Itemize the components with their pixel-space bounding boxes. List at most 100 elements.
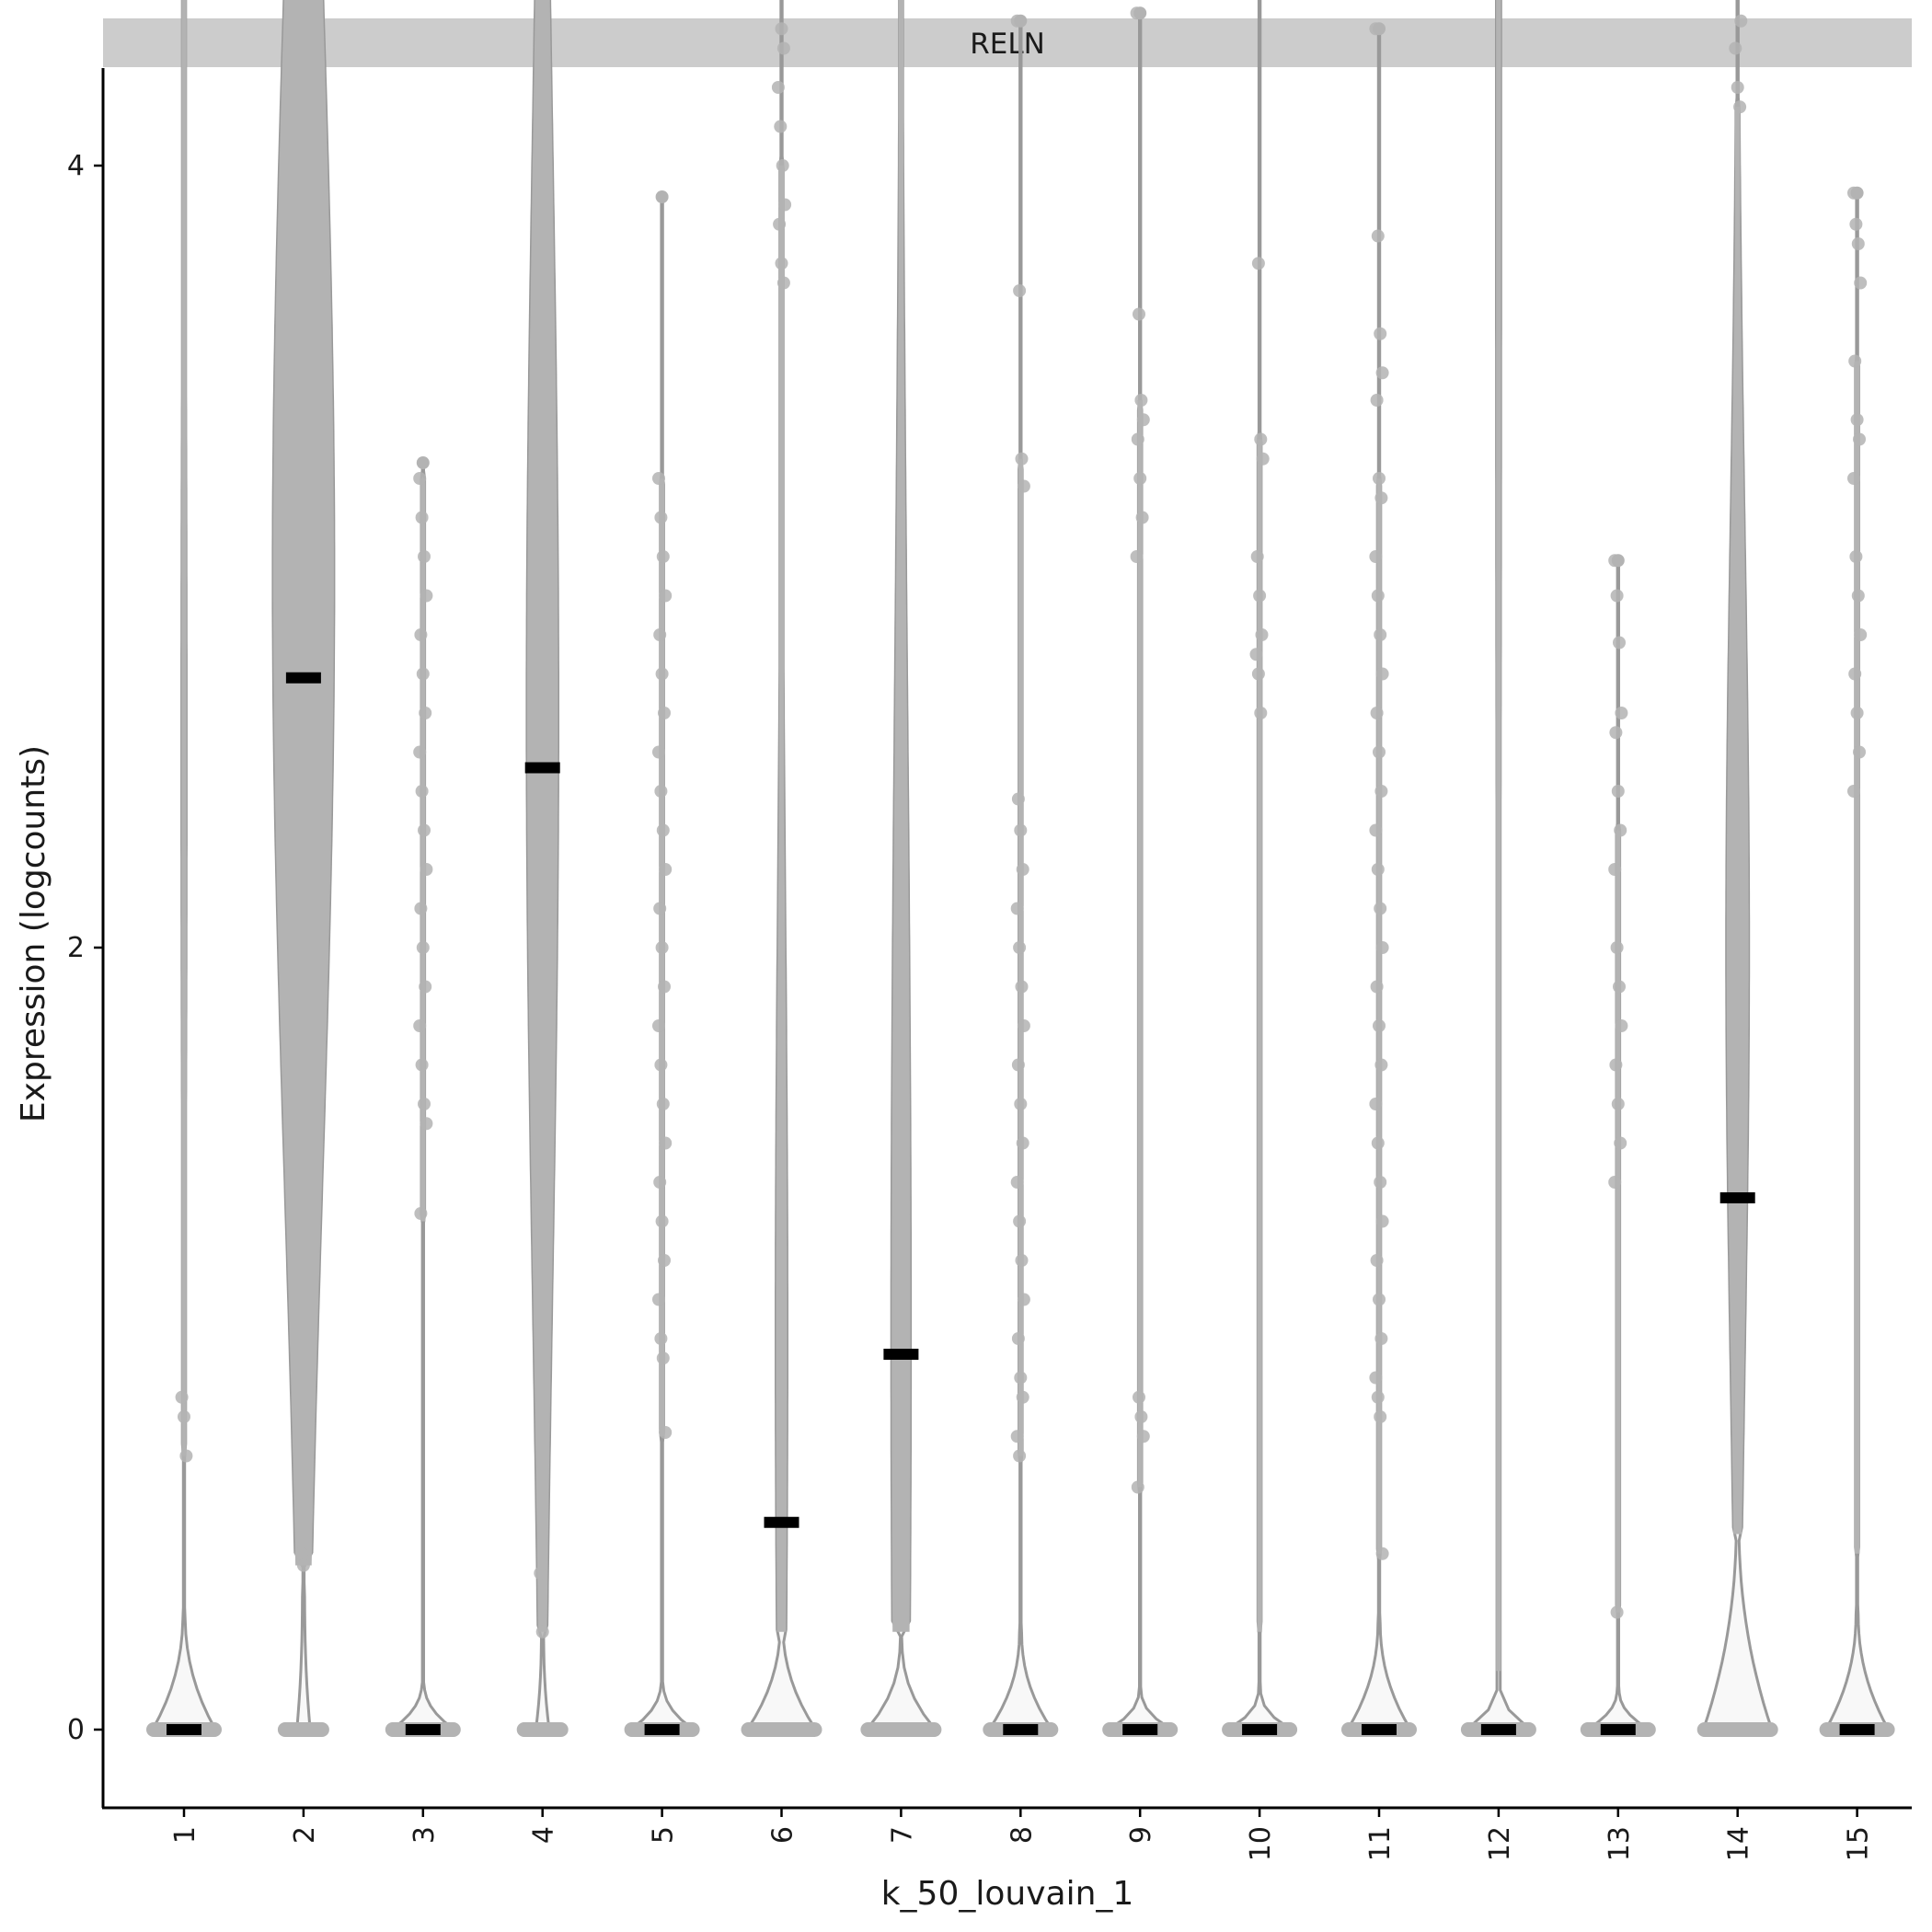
median-bar xyxy=(1242,1724,1278,1735)
data-point xyxy=(776,41,790,55)
data-point xyxy=(413,472,427,485)
max-point xyxy=(1014,14,1028,28)
data-point xyxy=(418,823,431,837)
data-point xyxy=(420,589,433,603)
data-point xyxy=(653,902,667,915)
data-point xyxy=(178,1410,190,1423)
data-point xyxy=(1370,394,1384,407)
violin-body xyxy=(1854,361,1860,1554)
data-point xyxy=(1131,1480,1144,1494)
data-point xyxy=(1373,1293,1386,1306)
data-point xyxy=(1011,1332,1025,1345)
data-point xyxy=(656,1098,670,1110)
data-point xyxy=(415,511,429,524)
data-point xyxy=(1017,1293,1030,1306)
data-point xyxy=(1254,707,1268,719)
data-point xyxy=(1371,1136,1385,1150)
data-point xyxy=(413,1019,427,1032)
data-point xyxy=(1854,628,1868,641)
data-point xyxy=(655,667,669,681)
data-point xyxy=(1013,1449,1027,1463)
violin-body xyxy=(659,478,665,1437)
data-point xyxy=(413,745,427,759)
data-point xyxy=(1136,1430,1150,1443)
x-tick-label: 2 xyxy=(289,1826,321,1844)
data-point xyxy=(1249,648,1263,661)
data-point xyxy=(1014,1098,1028,1110)
violin-group-10 xyxy=(1222,0,1298,1737)
data-point xyxy=(1611,1098,1625,1110)
x-tick-label: 6 xyxy=(767,1826,799,1844)
data-point xyxy=(1370,980,1384,994)
data-point xyxy=(1374,628,1387,641)
x-tick-label: 14 xyxy=(1723,1826,1755,1861)
x-tick-label: 7 xyxy=(886,1826,918,1844)
violin-body xyxy=(776,166,788,1632)
data-point xyxy=(1255,628,1269,641)
data-point xyxy=(1613,636,1626,650)
data-point xyxy=(1369,1098,1383,1110)
x-tick-label: 4 xyxy=(528,1826,560,1844)
data-point xyxy=(179,1449,193,1463)
median-bar xyxy=(167,1724,201,1735)
data-point xyxy=(1251,257,1265,270)
data-point xyxy=(1847,472,1860,485)
max-point xyxy=(416,456,430,469)
data-point xyxy=(1373,472,1386,485)
violin-group-6 xyxy=(741,0,822,1737)
violin-body xyxy=(1257,439,1262,1632)
data-point xyxy=(776,159,789,172)
data-point xyxy=(1016,863,1029,876)
data-point xyxy=(1254,432,1268,446)
data-point xyxy=(1850,707,1864,719)
data-point xyxy=(1014,823,1028,837)
data-point xyxy=(1010,1430,1024,1443)
facet-label: RELN xyxy=(970,28,1045,61)
median-bar xyxy=(285,672,321,684)
data-point xyxy=(415,1058,429,1072)
data-point xyxy=(1134,394,1148,407)
data-point xyxy=(659,1136,673,1150)
data-point xyxy=(1610,1605,1624,1619)
data-point xyxy=(1014,1371,1028,1385)
violin-group-12 xyxy=(1460,0,1536,1737)
data-point xyxy=(416,941,430,954)
y-tick-label: 0 xyxy=(67,1714,85,1746)
data-point xyxy=(1608,1176,1622,1189)
median-bar xyxy=(644,1724,680,1735)
data-point xyxy=(1373,1019,1386,1032)
data-point xyxy=(1733,100,1747,114)
violin-group-7 xyxy=(860,0,942,1737)
data-point xyxy=(535,1625,549,1639)
data-point xyxy=(419,707,432,719)
median-bar xyxy=(524,762,560,774)
data-point xyxy=(418,550,431,563)
data-point xyxy=(1371,589,1385,603)
violin-group-8 xyxy=(983,14,1059,1737)
data-point xyxy=(1374,1410,1387,1423)
x-tick-label: 1 xyxy=(169,1826,201,1844)
violin-group-9 xyxy=(1102,6,1179,1737)
data-point xyxy=(1374,1176,1387,1189)
data-point xyxy=(416,667,430,681)
data-point xyxy=(652,745,665,759)
violin-group-11 xyxy=(1341,22,1417,1737)
data-point xyxy=(1611,785,1625,798)
data-point xyxy=(1371,229,1385,243)
data-point xyxy=(420,863,433,876)
violin-group-15 xyxy=(1819,186,1895,1737)
data-point xyxy=(1373,745,1386,759)
data-point xyxy=(774,120,788,133)
data-point xyxy=(1017,479,1030,493)
data-point xyxy=(773,217,787,231)
data-point xyxy=(419,980,432,994)
x-tick-label: 13 xyxy=(1604,1826,1636,1861)
data-point xyxy=(1010,1176,1024,1189)
data-point xyxy=(1131,432,1144,446)
data-point xyxy=(1134,1410,1148,1423)
data-point xyxy=(778,198,792,212)
data-point xyxy=(1853,432,1866,446)
data-point xyxy=(1609,726,1623,740)
data-point xyxy=(1015,452,1029,466)
